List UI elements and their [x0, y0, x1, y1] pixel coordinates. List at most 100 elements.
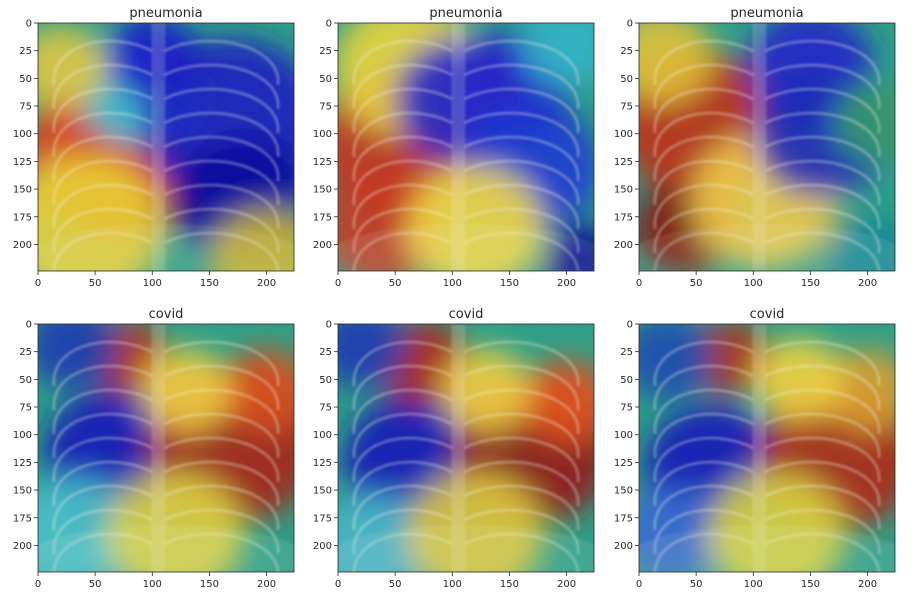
y-tick-label: 75	[319, 102, 332, 113]
heat-blob	[753, 337, 845, 422]
y-tick-label: 150	[313, 486, 332, 497]
y-tick-label: 50	[620, 74, 633, 85]
y-tick-label: 75	[19, 102, 32, 113]
y-tick-label: 50	[319, 375, 332, 386]
y-tick-label: 50	[19, 375, 32, 386]
heatmap-panel-3: pneumonia 0 50 100 150 200 0 25 50 75 100 125 150 175…	[614, 6, 896, 289]
y-tick-label: 50	[319, 74, 332, 85]
x-tick-label: 100	[143, 278, 162, 289]
x-tick-label: 0	[335, 278, 341, 289]
heatmap-panel-2: pneumonia 0 50 100 150 200 0 25 50 75 100 125 150 175…	[313, 6, 595, 289]
axes-frame	[638, 22, 896, 272]
y-tick-label: 100	[13, 129, 32, 140]
y-tick-label: 0	[326, 320, 332, 331]
x-tick-label: 50	[89, 579, 102, 590]
axes-frame	[638, 323, 896, 573]
y-tick-label: 0	[627, 19, 633, 30]
xray-heatmap-image	[38, 23, 294, 271]
x-tick-label: 150	[200, 278, 219, 289]
axes-frame	[37, 22, 295, 272]
y-tick-label: 100	[313, 129, 332, 140]
heatmap-panel-5: covid 0 50 100 150 200 0 25 50 75 100 125 150 175 200	[313, 307, 595, 590]
xray-heatmap-image	[639, 23, 895, 271]
y-tick-label: 25	[19, 46, 32, 57]
heat-blob	[38, 25, 107, 110]
y-tick-label: 125	[313, 157, 332, 168]
y-tick-label: 125	[313, 458, 332, 469]
axes-frame	[337, 323, 595, 573]
y-tick-label: 125	[614, 157, 633, 168]
y-tick-label: 175	[13, 513, 32, 524]
y-tick-label: 25	[319, 347, 332, 358]
panel-title: covid	[149, 307, 184, 322]
x-tick-label: 100	[744, 278, 763, 289]
x-tick-label: 0	[636, 278, 642, 289]
panel-title: pneumonia	[129, 6, 202, 21]
heat-blob	[38, 324, 118, 389]
y-tick-label: 50	[620, 375, 633, 386]
x-tick-label: 150	[801, 579, 820, 590]
x-tick-label: 100	[443, 579, 462, 590]
y-tick-label: 125	[13, 157, 32, 168]
x-tick-label: 200	[557, 278, 576, 289]
y-tick-label: 25	[319, 46, 332, 57]
y-tick-label: 0	[627, 320, 633, 331]
panel-title: pneumonia	[429, 6, 502, 21]
x-tick-label: 150	[500, 579, 519, 590]
y-tick-label: 100	[13, 430, 32, 441]
x-tick-label: 200	[257, 579, 276, 590]
y-tick-label: 150	[614, 486, 633, 497]
y-tick-label: 125	[614, 458, 633, 469]
x-tick-label: 200	[858, 579, 877, 590]
xray-heatmap-image	[338, 23, 594, 271]
y-tick-label: 75	[319, 403, 332, 414]
heatmap-panel-6: covid 0 50 100 150 200 0 25 50 75 100 125 150 175 200	[614, 307, 896, 590]
y-tick-label: 75	[19, 403, 32, 414]
heatmap-panel-4: covid 0 50 100 150 200 0 25 50 75 100 125 150 175 200	[13, 307, 295, 590]
x-tick-label: 100	[744, 579, 763, 590]
y-tick-label: 25	[620, 347, 633, 358]
y-tick-label: 175	[313, 513, 332, 524]
x-tick-label: 0	[35, 579, 41, 590]
xray-heatmap-image	[639, 324, 895, 572]
axes-frame	[37, 323, 295, 573]
xray-heatmap-image	[38, 324, 294, 572]
y-tick-label: 150	[13, 185, 32, 196]
y-tick-label: 200	[313, 240, 332, 251]
y-tick-label: 200	[614, 541, 633, 552]
x-tick-label: 200	[257, 278, 276, 289]
y-tick-label: 75	[620, 102, 633, 113]
x-tick-label: 200	[557, 579, 576, 590]
panel-title: pneumonia	[730, 6, 803, 21]
y-tick-label: 200	[13, 541, 32, 552]
y-tick-label: 25	[19, 347, 32, 358]
y-tick-label: 0	[26, 320, 32, 331]
x-tick-label: 0	[335, 579, 341, 590]
panel-title: covid	[449, 307, 484, 322]
y-tick-label: 150	[13, 486, 32, 497]
x-tick-label: 200	[858, 278, 877, 289]
x-tick-label: 150	[500, 278, 519, 289]
x-tick-label: 0	[35, 278, 41, 289]
x-tick-label: 150	[801, 278, 820, 289]
y-tick-label: 150	[313, 185, 332, 196]
y-tick-label: 175	[313, 212, 332, 223]
x-tick-label: 100	[143, 579, 162, 590]
x-tick-label: 50	[690, 579, 703, 590]
y-tick-label: 100	[313, 430, 332, 441]
y-tick-label: 75	[620, 403, 633, 414]
y-tick-label: 175	[614, 212, 633, 223]
axes-frame	[337, 22, 595, 272]
x-tick-label: 50	[389, 579, 402, 590]
y-tick-label: 175	[13, 212, 32, 223]
xray-heatmap-image	[338, 324, 594, 572]
panel-title: covid	[750, 307, 785, 322]
heatmap-panel-1: pneumonia 0 50 100 150 200 0 25 50 75 100 125 150 175…	[13, 6, 295, 289]
x-tick-label: 50	[389, 278, 402, 289]
y-tick-label: 200	[13, 240, 32, 251]
x-tick-label: 0	[636, 579, 642, 590]
x-tick-label: 50	[89, 278, 102, 289]
y-tick-label: 50	[19, 74, 32, 85]
x-tick-label: 150	[200, 579, 219, 590]
